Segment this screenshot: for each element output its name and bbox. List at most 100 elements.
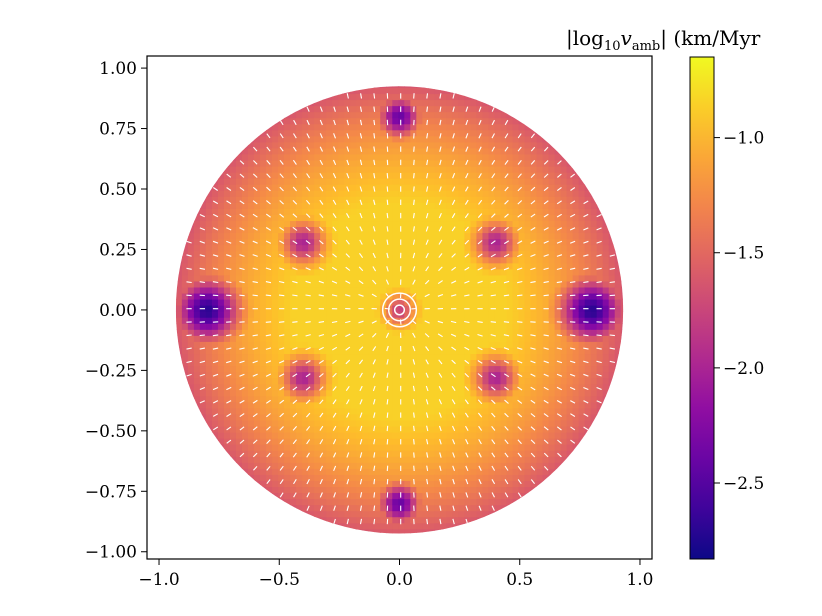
- heatmap-cell: [464, 202, 472, 209]
- quiver-arrow: [319, 133, 323, 139]
- heatmap-cell: [266, 323, 273, 330]
- heatmap-cell: [440, 341, 447, 348]
- heatmap-cell: [229, 262, 237, 270]
- heatmap-cell: [572, 311, 580, 318]
- heatmap-cell: [494, 407, 502, 415]
- heatmap-cell: [392, 141, 399, 149]
- heatmap-cell: [362, 93, 369, 101]
- heatmap-cell: [500, 401, 508, 409]
- heatmap-cell: [506, 474, 514, 481]
- heatmap-cell: [530, 220, 538, 228]
- heatmap-cell: [512, 347, 520, 355]
- heatmap-cell: [422, 123, 429, 131]
- heatmap-cell: [338, 359, 345, 367]
- heatmap-cell: [181, 274, 189, 282]
- heatmap-cell: [356, 274, 363, 282]
- heatmap-cell: [392, 444, 399, 451]
- quiver-arrow: [386, 199, 389, 205]
- heatmap-cell: [296, 438, 303, 445]
- heatmap-cell: [326, 498, 333, 506]
- heatmap-cell: [332, 419, 339, 427]
- heatmap-cell: [614, 292, 622, 300]
- heatmap-cell: [464, 250, 472, 258]
- heatmap-cell: [590, 238, 598, 246]
- heatmap-cell: [296, 208, 303, 215]
- heatmap-cell: [506, 299, 514, 306]
- quiver-arrow: [293, 133, 297, 139]
- quiver-arrow: [212, 373, 219, 377]
- heatmap-cell: [530, 335, 538, 342]
- heatmap-cell: [308, 317, 315, 324]
- quiver-arrow: [305, 199, 311, 205]
- heatmap-cell: [578, 419, 586, 427]
- heatmap-cell: [235, 268, 243, 276]
- heatmap-cell: [590, 401, 598, 409]
- heatmap-cell: [404, 99, 411, 107]
- heatmap-cell: [428, 250, 435, 258]
- heatmap-cell: [536, 196, 544, 203]
- heatmap-cell: [452, 93, 460, 101]
- heatmap-cell: [338, 286, 345, 294]
- heatmap-cell: [326, 456, 333, 463]
- heatmap-cell: [590, 365, 598, 373]
- heatmap-cell: [398, 244, 405, 252]
- heatmap-cell: [284, 256, 291, 264]
- heatmap-cell: [320, 238, 327, 246]
- heatmap-cell: [350, 456, 357, 463]
- heatmap-cell: [470, 365, 478, 373]
- heatmap-cell: [266, 492, 273, 500]
- heatmap-cell: [326, 147, 333, 155]
- heatmap-cell: [452, 413, 460, 421]
- heatmap-cell: [422, 341, 429, 348]
- heatmap-cell: [458, 407, 466, 415]
- quiver-arrow: [266, 426, 271, 431]
- heatmap-cell: [422, 111, 429, 119]
- heatmap-cell: [260, 280, 267, 288]
- quiver-arrow: [239, 240, 245, 244]
- heatmap-cell: [284, 444, 291, 451]
- heatmap-cell: [506, 178, 514, 185]
- heatmap-cell: [464, 432, 472, 439]
- heatmap-cell: [440, 480, 447, 488]
- heatmap-cell: [248, 438, 255, 445]
- heatmap-cell: [452, 299, 460, 306]
- heatmap-cell: [470, 504, 478, 512]
- heatmap-cell: [470, 371, 478, 379]
- heatmap-cell: [470, 329, 478, 336]
- heatmap-cell: [542, 353, 550, 361]
- heatmap-cell: [368, 129, 375, 137]
- heatmap-cell: [452, 280, 460, 288]
- heatmap-cell: [410, 311, 417, 318]
- heatmap-cell: [374, 208, 381, 215]
- heatmap-cell: [392, 510, 399, 518]
- heatmap-cell: [368, 256, 375, 264]
- quiver-arrow: [346, 106, 350, 112]
- heatmap-cell: [290, 268, 297, 276]
- heatmap-cell: [350, 166, 357, 173]
- heatmap-cell: [338, 480, 345, 488]
- heatmap-cell: [452, 528, 460, 534]
- heatmap-cell: [374, 256, 381, 264]
- heatmap-cell: [518, 220, 526, 228]
- heatmap-cell: [410, 178, 417, 185]
- heatmap-cell: [362, 498, 369, 506]
- heatmap-cell: [560, 238, 568, 246]
- heatmap-cell: [476, 135, 484, 143]
- heatmap-cell: [500, 305, 508, 312]
- heatmap-cell: [272, 256, 279, 264]
- heatmap-cell: [332, 323, 339, 330]
- heatmap-cell: [193, 401, 201, 409]
- heatmap-cell: [572, 202, 580, 209]
- heatmap-cell: [584, 317, 592, 324]
- heatmap-cell: [416, 401, 423, 409]
- heatmap-cell: [290, 129, 297, 137]
- heatmap-cell: [596, 299, 604, 306]
- heatmap-cell: [494, 214, 502, 222]
- heatmap-cell: [464, 468, 472, 475]
- heatmap-cell: [590, 329, 598, 336]
- heatmap-cell: [452, 468, 460, 475]
- heatmap-cell: [494, 389, 502, 397]
- heatmap-cell: [536, 232, 544, 240]
- quiver-arrow: [213, 426, 219, 431]
- heatmap-cell: [235, 450, 243, 457]
